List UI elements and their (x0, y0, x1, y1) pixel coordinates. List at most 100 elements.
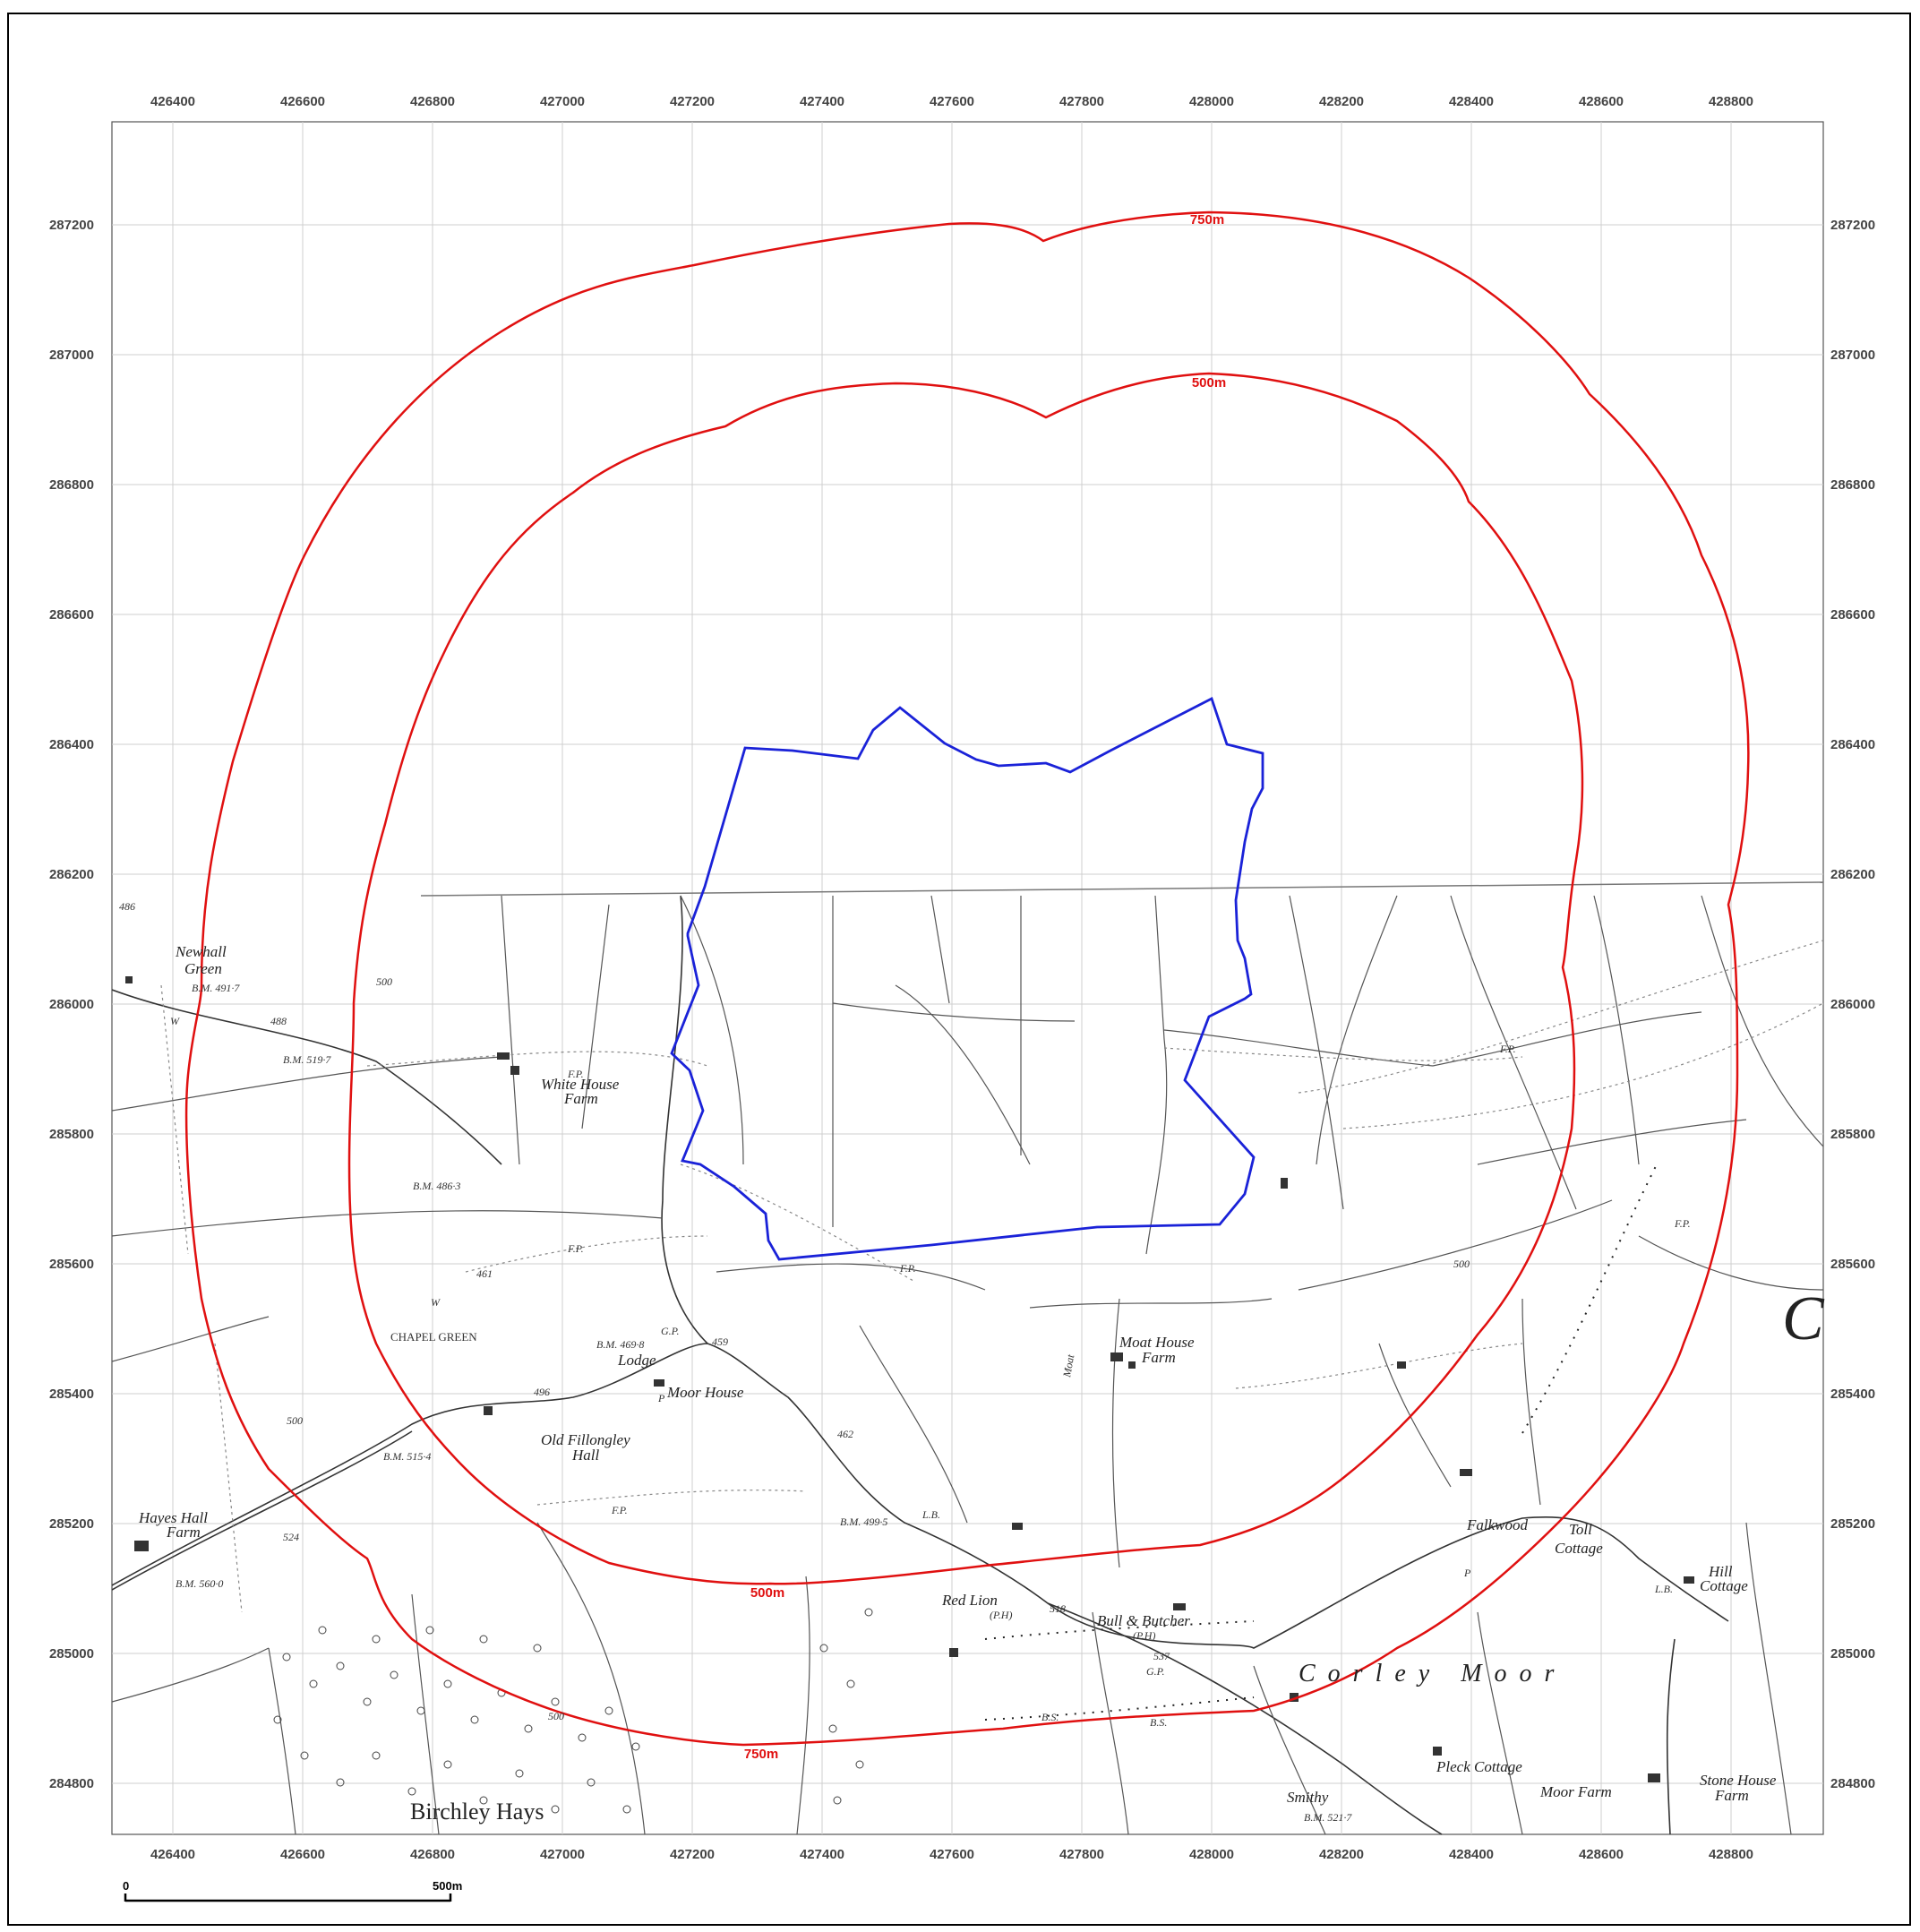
northing-left-285800: 285800 (49, 1127, 94, 1142)
label-hill-cottage-2: Cottage (1700, 1577, 1748, 1594)
bm-4698: B.M. 469·8 (596, 1338, 644, 1351)
northing-right-286600: 286600 (1830, 607, 1875, 623)
contour-500-4: 500 (1453, 1258, 1470, 1270)
northing-right-286000: 286000 (1830, 997, 1875, 1012)
label-moor-house: Moor House (666, 1384, 744, 1401)
label-hill-cottage-1: Hill (1708, 1563, 1733, 1580)
northing-left-287200: 287200 (49, 218, 94, 233)
label-newhall-green-1: Newhall (175, 943, 227, 960)
contour-500-2: 500 (287, 1414, 303, 1427)
road-north (111, 989, 502, 1165)
place-labels: Newhall Green White House Farm CHAPEL GR… (138, 943, 1777, 1825)
benchmark-labels: B.M. 491·7 B.M. 519·7 B.M. 486·3 B.M. 46… (119, 900, 1825, 1824)
easting-bottom-427400: 427400 (800, 1847, 844, 1862)
northing-right-286200: 286200 (1830, 867, 1875, 882)
fp-4: F.P. (899, 1262, 916, 1275)
northing-left-285200: 285200 (49, 1516, 94, 1532)
northing-left-285000: 285000 (49, 1646, 94, 1662)
easting-top-426800: 426800 (410, 94, 455, 109)
easting-top-428200: 428200 (1319, 94, 1364, 109)
axis-top: 426400 426600 426800 427000 427200 42740… (150, 94, 1753, 109)
bm-4863: B.M. 486·3 (413, 1180, 460, 1192)
northing-right-285000: 285000 (1830, 1646, 1875, 1662)
northing-right-287200: 287200 (1830, 218, 1875, 233)
northing-left-285400: 285400 (49, 1387, 94, 1402)
northing-left-286200: 286200 (49, 867, 94, 882)
label-old-fillongley-hall-1: Old Fillongley (541, 1431, 630, 1448)
northing-right-284800: 284800 (1830, 1776, 1875, 1791)
buffer-500m-label-north: 500m (1192, 375, 1226, 391)
label-moor-farm: Moor Farm (1539, 1783, 1612, 1800)
height-488: 488 (270, 1015, 287, 1027)
easting-top-427200: 427200 (670, 94, 715, 109)
label-smithy: Smithy (1287, 1789, 1329, 1806)
bm-5217: B.M. 521·7 (1304, 1811, 1352, 1824)
label-bull-butcher-2: (P.H) (1133, 1629, 1155, 1642)
easting-bottom-427600: 427600 (930, 1847, 974, 1862)
northing-left-286800: 286800 (49, 477, 94, 493)
bm-5600: B.M. 560·0 (176, 1577, 223, 1590)
label-corley-moor: Corley Moor (1299, 1660, 1566, 1687)
easting-bottom-428000: 428000 (1189, 1847, 1234, 1862)
easting-top-426600: 426600 (280, 94, 325, 109)
easting-bottom-427000: 427000 (540, 1847, 585, 1862)
road-west (111, 1343, 1729, 1649)
easting-top-426400: 426400 (150, 94, 195, 109)
bm-5154: B.M. 515·4 (383, 1450, 431, 1463)
height-518: 518 (1050, 1602, 1066, 1615)
label-hayes-hall-farm-2: Farm (166, 1524, 201, 1541)
bm-5197: B.M. 519·7 (283, 1053, 331, 1066)
lb-2: L.B. (1654, 1583, 1673, 1595)
axis-bottom: 426400 426600 426800 427000 427200 42740… (150, 1847, 1753, 1862)
easting-top-427400: 427400 (800, 94, 844, 109)
road-corley (1047, 1602, 1443, 1835)
label-old-fillongley-hall-2: Hall (571, 1447, 600, 1464)
buffer-750m-label-north: 750m (1190, 212, 1224, 228)
fp-6: F.P. (1674, 1217, 1691, 1230)
map-frame (7, 13, 1911, 1926)
easting-bottom-428800: 428800 (1709, 1847, 1753, 1862)
label-red-lion-1: Red Lion (941, 1592, 998, 1609)
label-moat-house-farm-2: Farm (1141, 1349, 1176, 1366)
label-red-lion-2: (P.H) (990, 1609, 1012, 1621)
label-stone-house-farm-2: Farm (1714, 1787, 1749, 1804)
fp-2: F.P. (567, 1242, 584, 1255)
site-boundary (670, 697, 1264, 1261)
label-moat-house-farm-1: Moat House (1119, 1334, 1195, 1351)
axis-left: 287200 287000 286800 286600 286400 28620… (49, 218, 94, 1791)
northing-right-285400: 285400 (1830, 1387, 1875, 1402)
bs-2: B.S. (1150, 1716, 1167, 1729)
label-toll-cottage-2: Cottage (1555, 1540, 1603, 1557)
easting-bottom-428400: 428400 (1449, 1847, 1494, 1862)
height-486: 486 (119, 900, 135, 913)
lb-1: L.B. (921, 1508, 940, 1521)
map-panel (111, 121, 1824, 1835)
label-white-house-farm-2: Farm (563, 1090, 598, 1107)
northing-left-286000: 286000 (49, 997, 94, 1012)
height-462: 462 (837, 1428, 853, 1440)
buffer-500m (347, 372, 1584, 1585)
label-newhall-green-2: Green (184, 960, 222, 977)
label-pleck-cottage: Pleck Cottage (1436, 1758, 1522, 1775)
label-clipped-c: C (1782, 1284, 1825, 1353)
northing-right-285200: 285200 (1830, 1516, 1875, 1532)
height-461: 461 (476, 1267, 493, 1280)
northing-left-287000: 287000 (49, 348, 94, 363)
easting-top-427600: 427600 (930, 94, 974, 109)
buffer-500m-label-south: 500m (750, 1585, 784, 1601)
fp-5: F.P. (1499, 1043, 1516, 1055)
northing-left-284800: 284800 (49, 1776, 94, 1791)
easting-bottom-428600: 428600 (1579, 1847, 1624, 1862)
p-2: P (1463, 1567, 1471, 1579)
grid-lines (112, 122, 1823, 1834)
scale-bar: 0 500m (123, 1879, 462, 1902)
bm-4917: B.M. 491·7 (192, 982, 240, 994)
buffer-750m (184, 210, 1750, 1747)
height-537: 537 (1153, 1650, 1170, 1662)
buffer-750m-label-south: 750m (744, 1747, 778, 1762)
gp-1: G.P. (661, 1325, 679, 1337)
easting-top-428600: 428600 (1579, 94, 1624, 109)
label-chapel-green: CHAPEL GREEN (390, 1330, 477, 1344)
easting-top-427800: 427800 (1059, 94, 1104, 109)
